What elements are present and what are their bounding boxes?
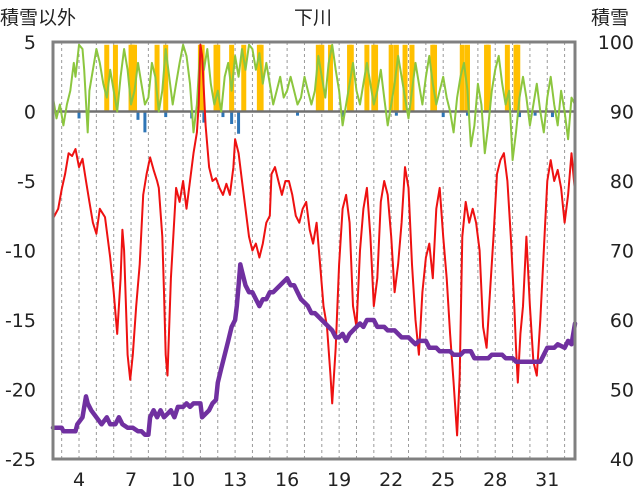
precipitation-bar-8 <box>237 111 241 134</box>
sunshine-bar-17 <box>327 44 333 112</box>
precipitation-bar-15 <box>533 111 537 116</box>
precipitation-bar-10 <box>341 111 345 118</box>
x-tick-label: 31 <box>535 469 559 491</box>
left-tick-label: -25 <box>5 449 36 471</box>
sunshine-bar-25 <box>402 44 408 112</box>
right-axis: 100 90 80 70 60 50 40 <box>598 32 634 471</box>
x-tick-label: 10 <box>171 469 195 491</box>
series-lines <box>50 43 578 437</box>
x-tick-label: 19 <box>327 469 351 491</box>
sunshine-bar-35 <box>515 44 521 112</box>
precipitation-bar-6 <box>221 111 225 118</box>
right-tick-label: 80 <box>610 171 634 193</box>
sunshine-bar-29 <box>459 44 465 112</box>
sunshine-bar-23 <box>388 44 394 112</box>
precipitation-bar-14 <box>518 111 522 118</box>
right-axis-label: 積雪 <box>591 7 629 29</box>
sunshine-bar-8 <box>199 44 205 112</box>
left-tick-label: 0 <box>24 102 36 124</box>
left-tick-label: -15 <box>5 310 36 332</box>
left-tick-label: -10 <box>5 241 36 263</box>
left-tick-label: -5 <box>17 171 36 193</box>
x-axis: 4 7 10 13 16 19 22 25 28 31 <box>73 469 559 491</box>
sunshine-bar-6 <box>163 44 169 112</box>
sunshine-bar-15 <box>315 44 321 112</box>
precipitation-bar-9 <box>296 111 300 116</box>
right-tick-label: 50 <box>610 380 634 402</box>
sunshine-bar-4 <box>132 44 138 112</box>
x-tick-label: 25 <box>431 469 455 491</box>
precipitation-bar-0 <box>77 111 81 119</box>
x-tick-label: 22 <box>379 469 403 491</box>
sunshine-bar-26 <box>409 44 415 112</box>
sunshine-bar-20 <box>364 44 370 112</box>
left-axis-label: 積雪以外 <box>0 7 76 29</box>
sunshine-bar-5 <box>154 44 160 112</box>
x-tick-label: 16 <box>275 469 299 491</box>
sunshine-bar-28 <box>432 44 438 112</box>
precipitation-bar-1 <box>136 111 140 120</box>
precipitation-bar-11 <box>394 111 398 116</box>
precipitation-bar-7 <box>230 111 234 125</box>
right-tick-label: 60 <box>610 310 634 332</box>
sunshine-bar-0 <box>104 44 110 112</box>
right-tick-label: 40 <box>610 449 634 471</box>
x-tick-label: 28 <box>483 469 507 491</box>
x-tick-label: 7 <box>125 469 137 491</box>
precipitation-bar-16 <box>550 111 554 118</box>
precipitation-bar-5 <box>202 111 206 123</box>
precipitation-bar-3 <box>164 111 168 118</box>
wind-line <box>52 43 576 162</box>
chart-title: 下川 <box>294 7 332 29</box>
sunshine-bar-24 <box>393 44 399 112</box>
sunshine-bar-14 <box>258 44 264 112</box>
left-axis: 5 0 -5 -10 -15 -20 -25 <box>5 32 36 471</box>
sunshine-bar-1 <box>112 44 118 112</box>
snow-depth-line <box>50 262 578 437</box>
right-tick-label: 90 <box>610 102 634 124</box>
sunshine-bar-10 <box>215 44 221 112</box>
precipitation-bar-2 <box>143 111 147 133</box>
plot-frame <box>51 40 577 461</box>
right-tick-label: 100 <box>598 32 634 54</box>
x-tick-label: 4 <box>73 469 85 491</box>
left-tick-label: 5 <box>24 32 36 54</box>
precipitation-bar-13 <box>465 111 469 116</box>
left-tick-label: -20 <box>5 380 36 402</box>
right-tick-label: 70 <box>610 241 634 263</box>
sunshine-bar-33 <box>504 44 510 112</box>
x-tick-label: 13 <box>223 469 247 491</box>
sunshine-bar-22 <box>373 44 379 112</box>
sunshine-bar-30 <box>464 44 470 112</box>
sunshine-bar-32 <box>485 44 491 112</box>
sunshine-bar-11 <box>229 44 235 112</box>
sunshine-bar-12 <box>241 44 247 112</box>
precipitation-bar-12 <box>441 111 445 118</box>
temperature-line <box>52 43 576 437</box>
